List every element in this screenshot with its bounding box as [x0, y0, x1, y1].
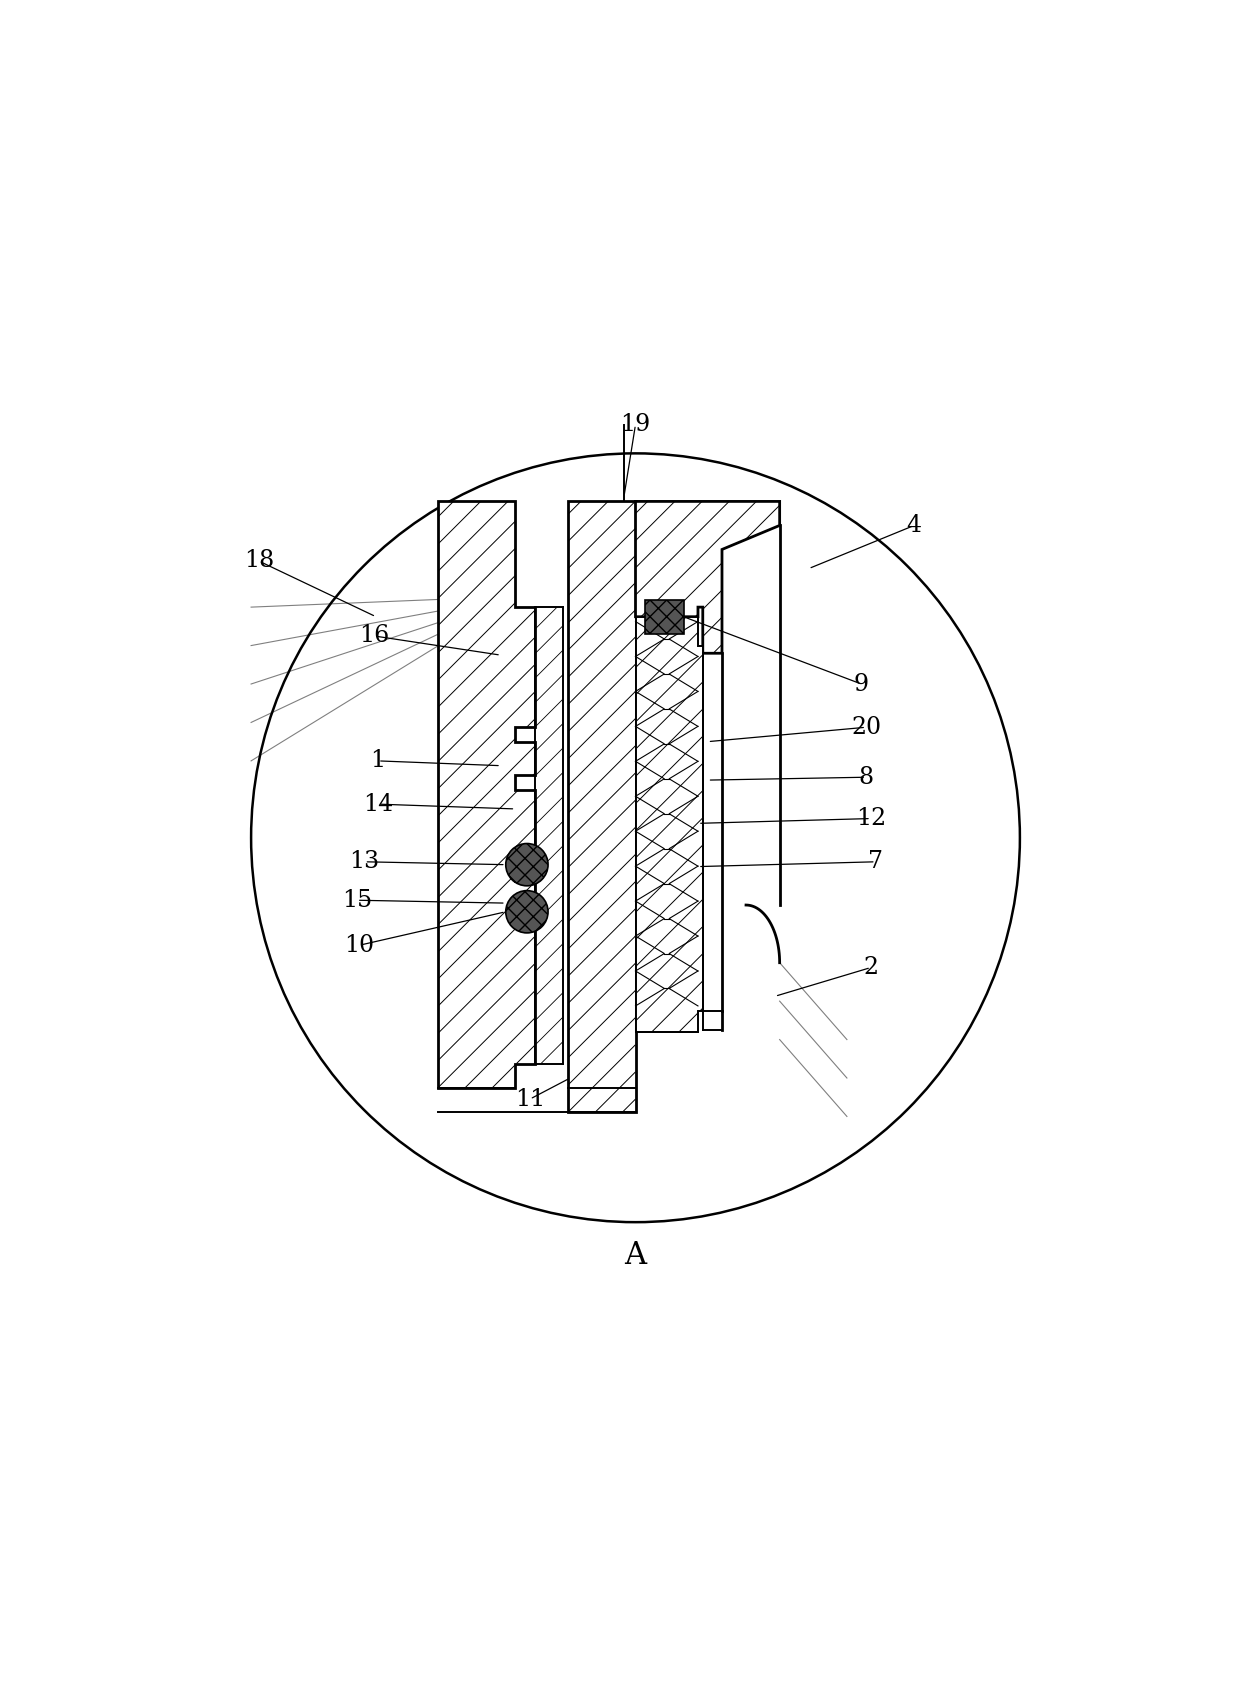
- Text: 14: 14: [363, 792, 393, 816]
- Text: 1: 1: [371, 750, 386, 772]
- Text: 7: 7: [868, 850, 883, 874]
- Text: 15: 15: [342, 889, 372, 911]
- Text: 20: 20: [851, 716, 882, 738]
- Text: 12: 12: [856, 808, 887, 830]
- Text: A: A: [625, 1241, 646, 1271]
- Text: 13: 13: [350, 850, 379, 874]
- Ellipse shape: [506, 843, 548, 886]
- Text: 4: 4: [906, 514, 921, 536]
- Text: 16: 16: [360, 624, 389, 648]
- Text: 9: 9: [854, 672, 869, 696]
- Circle shape: [250, 453, 1021, 1222]
- Polygon shape: [568, 501, 635, 1112]
- Bar: [645, 601, 683, 633]
- Text: 19: 19: [620, 412, 651, 436]
- Text: 18: 18: [244, 550, 274, 572]
- Polygon shape: [439, 501, 534, 1088]
- Polygon shape: [635, 616, 703, 1032]
- Text: 8: 8: [858, 765, 874, 789]
- Polygon shape: [635, 501, 780, 653]
- Text: 11: 11: [515, 1088, 544, 1110]
- Text: 2: 2: [863, 955, 878, 979]
- Ellipse shape: [506, 891, 548, 933]
- Text: 10: 10: [343, 933, 373, 957]
